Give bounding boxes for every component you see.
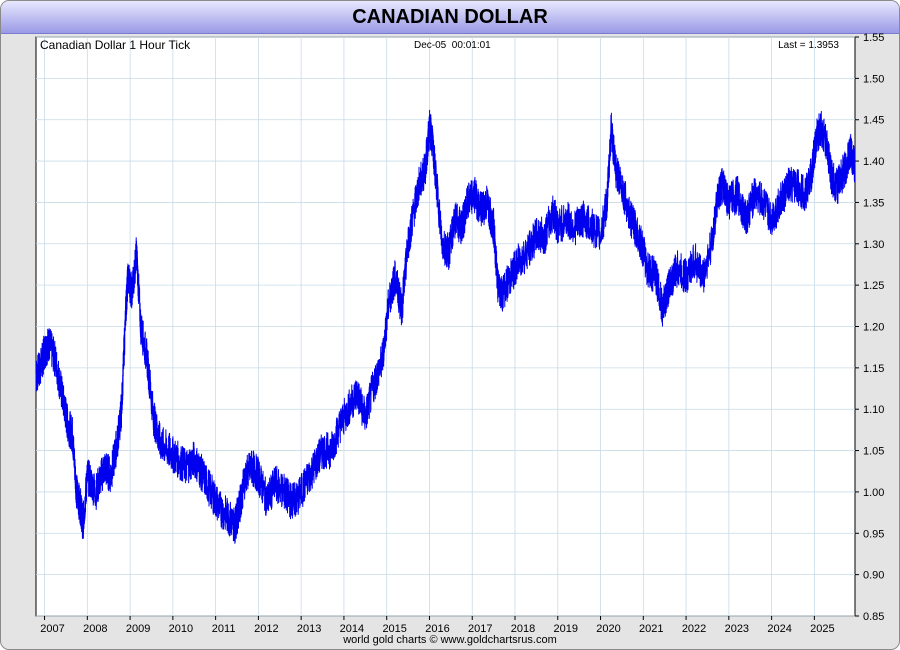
x-tick-label: 2011 <box>212 623 236 635</box>
x-tick-label: 2008 <box>83 623 107 635</box>
x-axis: 2007 2008 2009 2010 2011 2012 2013 2014 2015 2016… <box>40 616 835 635</box>
y-axis: 0.85 0.90 0.95 1.00 1.05 1.10 1.15 1.20 1.25 1.30… <box>855 32 884 623</box>
x-tick-label: 2018 <box>511 623 535 635</box>
y-tick-label: 1.45 <box>863 115 884 127</box>
x-tick-label: 2023 <box>725 623 749 635</box>
x-tick-label: 2020 <box>596 623 620 635</box>
chart-title-bar: CANADIAN DOLLAR <box>1 1 899 34</box>
series-line <box>35 109 856 544</box>
y-tick-label: 1.30 <box>863 239 884 251</box>
x-tick-label: 2010 <box>169 623 193 635</box>
y-tick-label: 1.10 <box>863 404 884 416</box>
x-tick-label: 2016 <box>425 623 449 635</box>
y-tick-label: 1.40 <box>863 156 884 168</box>
x-tick-label: 2017 <box>468 623 492 635</box>
x-tick-label: 2022 <box>682 623 706 635</box>
y-tick-label: 1.50 <box>863 73 884 85</box>
y-tick-label: 1.05 <box>863 446 884 458</box>
x-tick-label: 2025 <box>810 623 834 635</box>
y-tick-label: 1.35 <box>863 197 884 209</box>
x-tick-label: 2019 <box>554 623 578 635</box>
y-tick-label: 1.00 <box>863 487 884 499</box>
y-tick-label: 1.15 <box>863 363 884 375</box>
y-tick-label: 1.25 <box>863 280 884 292</box>
y-tick-label: 1.55 <box>863 32 884 44</box>
y-tick-label: 0.95 <box>863 528 884 540</box>
y-tick-label: 0.85 <box>863 611 884 623</box>
footer-credit: world gold charts © www.goldchartsrus.co… <box>343 634 557 646</box>
x-tick-label: 2024 <box>767 623 791 635</box>
chart-inner-title: Canadian Dollar 1 Hour Tick <box>40 38 191 52</box>
series-layer <box>35 109 856 544</box>
x-tick-label: 2014 <box>340 623 364 635</box>
x-tick-label: 2007 <box>40 623 64 635</box>
x-tick-label: 2009 <box>126 623 150 635</box>
chart-timestamp: Dec-05 00:01:01 <box>414 40 491 51</box>
y-tick-label: 1.20 <box>863 322 884 334</box>
x-tick-label: 2012 <box>254 623 278 635</box>
last-value-label: Last = 1.3953 <box>778 40 839 51</box>
y-tick-label: 0.90 <box>863 570 884 582</box>
x-tick-label: 2015 <box>382 623 406 635</box>
x-tick-label: 2021 <box>639 623 663 635</box>
x-tick-label: 2013 <box>297 623 321 635</box>
